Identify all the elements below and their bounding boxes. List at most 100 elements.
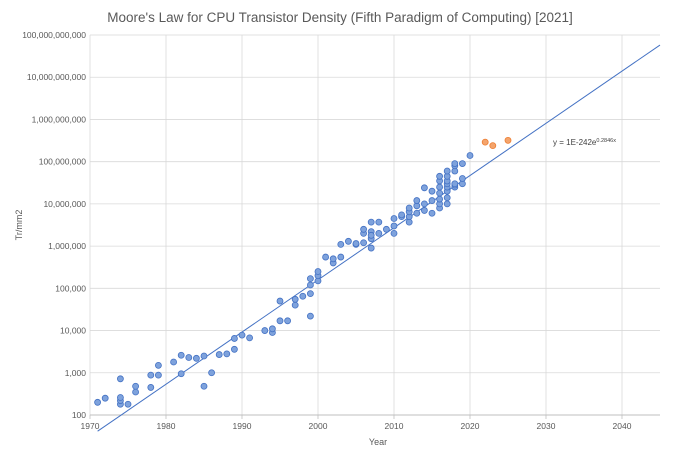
y-tick-label: 1,000,000 xyxy=(48,241,86,251)
y-tick-label: 100 xyxy=(72,410,86,420)
data-point xyxy=(147,371,155,379)
y-tick-label: 1,000 xyxy=(65,368,87,378)
data-point xyxy=(443,194,451,202)
data-point xyxy=(367,231,375,239)
data-point xyxy=(306,275,314,283)
data-point xyxy=(390,222,398,230)
data-point xyxy=(428,209,436,217)
data-point xyxy=(101,394,109,402)
data-point xyxy=(420,207,428,214)
data-point xyxy=(246,334,254,342)
data-point xyxy=(375,218,383,226)
data-point xyxy=(306,312,314,320)
data-point xyxy=(398,211,406,219)
data-point xyxy=(382,225,390,233)
y-axis-title: Tr/mm2 xyxy=(14,210,24,241)
data-point xyxy=(405,204,413,212)
trendline xyxy=(97,44,661,432)
data-point xyxy=(117,375,124,383)
data-point xyxy=(94,398,101,406)
projected-data-point xyxy=(504,136,512,144)
data-point xyxy=(367,218,375,226)
y-tick-label: 100,000,000 xyxy=(39,157,87,167)
y-tick-label: 10,000 xyxy=(60,326,86,336)
data-point xyxy=(185,354,193,361)
data-point xyxy=(215,351,223,358)
data-point xyxy=(208,369,216,377)
data-point xyxy=(276,317,284,325)
data-point xyxy=(443,200,451,208)
trendline-equation-exponent: 0.2846x xyxy=(596,138,616,144)
data-point xyxy=(306,290,314,298)
data-point xyxy=(322,253,330,261)
x-tick-label: 2030 xyxy=(537,421,556,431)
data-point xyxy=(314,268,322,275)
data-point xyxy=(390,230,398,237)
data-point xyxy=(261,327,269,334)
data-point xyxy=(428,187,436,195)
x-tick-label: 1990 xyxy=(233,421,252,431)
x-tick-label: 2020 xyxy=(461,421,480,431)
y-tick-label: 100,000,000,000 xyxy=(22,30,86,40)
data-point xyxy=(170,358,178,366)
data-point xyxy=(291,295,299,303)
data-point xyxy=(284,317,292,325)
x-axis-title: Year xyxy=(369,437,387,447)
gridlines xyxy=(89,34,660,416)
y-tick-label: 10,000,000,000 xyxy=(27,72,86,82)
data-point xyxy=(268,325,276,333)
data-point xyxy=(299,292,307,300)
data-point xyxy=(436,189,444,197)
x-tick-label: 2010 xyxy=(385,421,404,431)
data-point xyxy=(124,400,132,408)
data-point xyxy=(405,218,413,226)
y-tick-label: 1,000,000,000 xyxy=(32,114,87,124)
data-point xyxy=(360,225,368,233)
data-point xyxy=(458,160,466,167)
data-point xyxy=(132,382,140,390)
data-point xyxy=(329,255,337,263)
data-point xyxy=(344,237,352,245)
x-tick-label: 1970 xyxy=(81,421,100,431)
data-point xyxy=(451,180,459,188)
data-point xyxy=(390,215,398,222)
data-point xyxy=(428,197,436,204)
data-point xyxy=(223,350,231,358)
data-point xyxy=(177,370,185,378)
data-point xyxy=(352,240,360,247)
axes: 100 1,000 10,000 100,000 1,000,000 10,000,000… xyxy=(22,30,660,431)
data-point xyxy=(192,354,200,362)
data-point xyxy=(177,351,185,359)
data-point xyxy=(466,152,474,159)
projected-data-point xyxy=(481,138,489,146)
data-point xyxy=(436,183,444,191)
trendline-equation: y = 1E-242e0.2846x xyxy=(553,138,616,147)
data-point xyxy=(200,382,208,390)
data-point xyxy=(443,167,451,175)
data-point xyxy=(230,345,238,353)
data-point xyxy=(238,331,246,339)
data-point xyxy=(337,253,345,261)
data-point xyxy=(413,197,421,204)
data-point xyxy=(291,301,299,309)
y-tick-label: 10,000,000 xyxy=(43,199,86,209)
data-point xyxy=(420,184,428,192)
data-point xyxy=(154,361,162,369)
data-point xyxy=(360,239,368,247)
data-point xyxy=(306,281,314,289)
data-points xyxy=(94,136,512,408)
data-point xyxy=(147,384,155,391)
data-point xyxy=(458,175,466,182)
x-tick-label: 1980 xyxy=(157,421,176,431)
data-point xyxy=(230,335,238,342)
data-point xyxy=(436,195,444,203)
data-point xyxy=(436,172,444,180)
chart-title: Moore's Law for CPU Transistor Density (… xyxy=(107,10,573,25)
data-point xyxy=(337,240,345,248)
data-point xyxy=(451,160,459,167)
data-point xyxy=(117,394,124,401)
data-point xyxy=(154,371,162,379)
x-tick-label: 2000 xyxy=(309,421,328,431)
